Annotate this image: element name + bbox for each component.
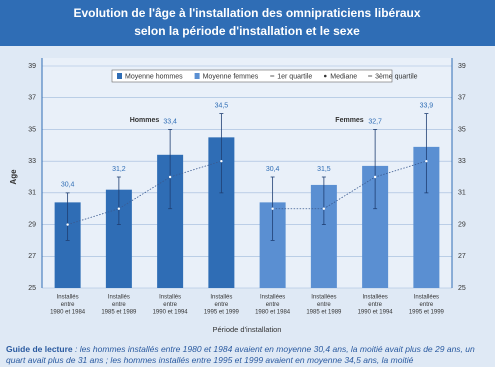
y2-tick-label: 31 <box>458 190 466 197</box>
footnote-text: : les hommes installés entre 1980 et 198… <box>6 344 475 365</box>
median-point <box>117 207 121 210</box>
y2-tick-label: 35 <box>458 126 466 133</box>
chart-title: selon la période d'installation et le se… <box>134 24 360 38</box>
x-tick-label: entre <box>112 302 126 308</box>
x-tick-label: 1985 et 1989 <box>101 310 137 316</box>
value-label: 34,5 <box>215 102 229 109</box>
x-tick-label: Installés <box>210 295 232 301</box>
title-banner <box>0 0 495 46</box>
group-label: Femmes <box>335 117 364 124</box>
y-tick-label: 25 <box>28 285 36 292</box>
y-axis-label: Age <box>9 169 18 185</box>
x-tick-label: 1990 et 1994 <box>153 310 189 316</box>
x-tick-label: Installés <box>57 295 79 301</box>
value-label: 30,4 <box>266 166 280 173</box>
y2-tick-label: 37 <box>458 95 466 102</box>
value-label: 33,9 <box>420 102 434 109</box>
y2-tick-label: 25 <box>458 285 466 292</box>
x-tick-label: Installés <box>108 295 130 301</box>
median-point <box>66 223 69 226</box>
value-label: 32,7 <box>368 118 382 125</box>
x-tick-label: entre <box>368 302 382 308</box>
chart-title: Evolution de l'âge à l'installation des … <box>73 6 420 20</box>
plot-area <box>42 58 452 288</box>
x-tick-label: entre <box>215 302 229 308</box>
y-tick-label: 35 <box>28 126 36 133</box>
legend-swatch <box>194 73 200 79</box>
legend-label: 3ème quartile <box>375 73 418 80</box>
group-label: Hommes <box>130 117 160 124</box>
x-tick-label: 1980 et 1984 <box>255 310 291 316</box>
x-tick-label: 1985 et 1989 <box>306 310 342 316</box>
value-label: 31,2 <box>112 166 126 173</box>
legend-label: Moyenne hommes <box>125 73 183 80</box>
median-line <box>272 160 427 210</box>
x-tick-label: Installées <box>414 295 439 301</box>
median-point <box>271 207 274 210</box>
y2-tick-label: 29 <box>458 221 466 228</box>
x-tick-label: Installées <box>260 295 285 301</box>
y2-tick-label: 27 <box>458 253 466 260</box>
x-tick-label: entre <box>420 302 434 308</box>
value-label: 33,4 <box>163 118 177 125</box>
y2-tick-label: 33 <box>458 158 466 165</box>
legend-label: Moyenne femmes <box>203 73 259 80</box>
y-tick-label: 29 <box>28 221 36 228</box>
x-tick-label: Installées <box>311 295 336 301</box>
value-label: 30,4 <box>61 182 75 189</box>
value-label: 31,5 <box>317 166 331 173</box>
median-point <box>373 175 377 179</box>
x-tick-label: 1990 et 1994 <box>358 310 394 316</box>
x-tick-label: 1995 et 1999 <box>204 310 240 316</box>
x-tick-label: entre <box>317 302 331 308</box>
x-tick-label: 1980 et 1984 <box>50 310 86 316</box>
y-tick-label: 37 <box>28 95 36 102</box>
y2-tick-label: 39 <box>458 63 466 70</box>
x-tick-label: entre <box>163 302 177 308</box>
y-tick-label: 39 <box>28 63 36 70</box>
median-point <box>220 159 223 163</box>
footnote: Guide de lecture : les hommes installés … <box>6 344 492 367</box>
x-tick-label: 1995 et 1999 <box>409 310 445 316</box>
median-point <box>425 159 428 163</box>
x-tick-label: Installés <box>159 295 181 301</box>
y-tick-label: 31 <box>28 190 36 197</box>
chart: Evolution de l'âge à l'installation des … <box>0 0 495 334</box>
x-tick-label: entre <box>266 302 280 308</box>
legend-box <box>111 69 393 83</box>
y-tick-label: 33 <box>28 158 36 165</box>
median-point <box>168 175 172 179</box>
footnote-lead: Guide de lecture <box>6 344 73 354</box>
median-point <box>322 207 326 210</box>
legend-label: Mediane <box>330 73 357 80</box>
legend-marker <box>323 74 327 78</box>
legend-label: 1er quartile <box>277 73 312 80</box>
x-axis-label: Période d'installation <box>213 325 282 334</box>
x-tick-label: Installées <box>362 295 387 301</box>
y-tick-label: 27 <box>28 253 36 260</box>
x-tick-label: entre <box>61 302 75 308</box>
legend-swatch <box>117 73 122 79</box>
